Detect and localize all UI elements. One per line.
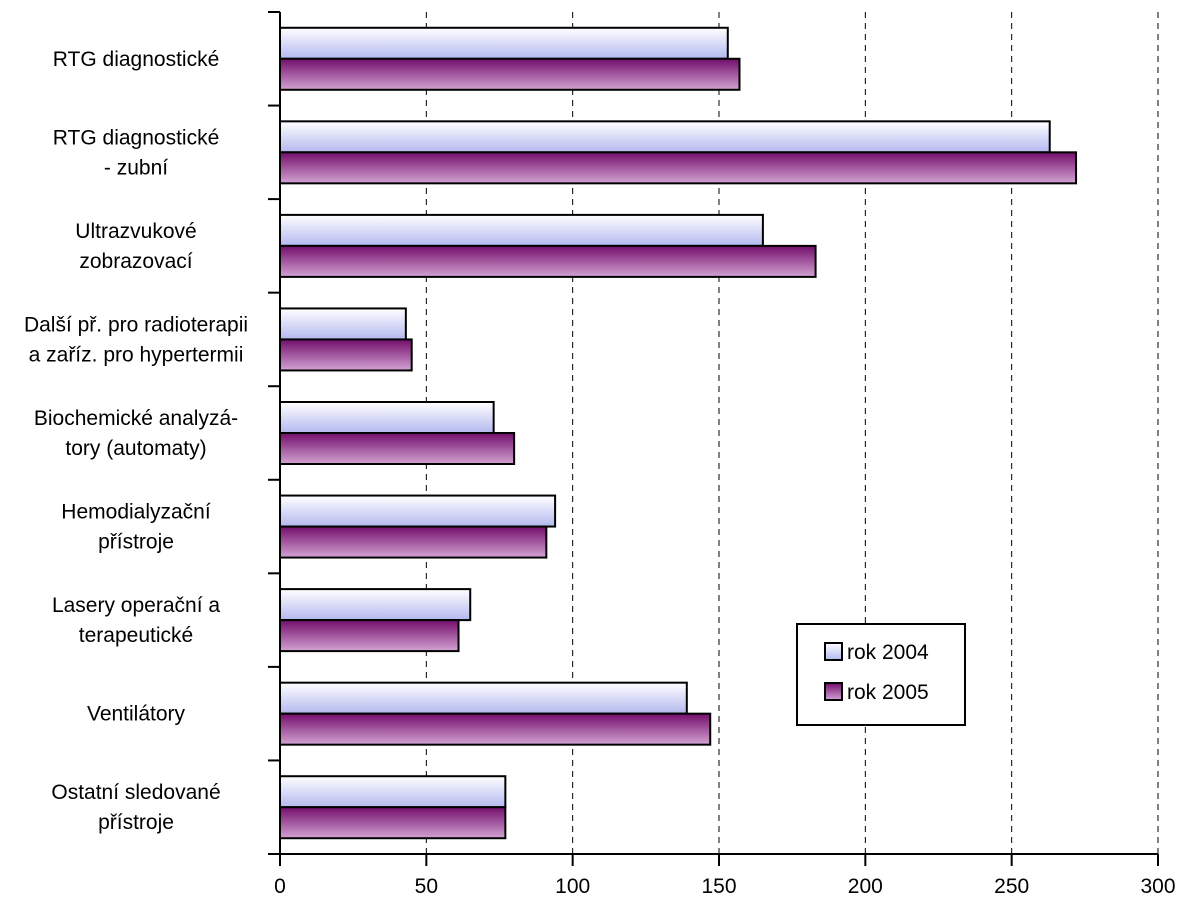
- bar-rok-2004: [279, 588, 472, 622]
- bar-rok-2005: [279, 338, 413, 372]
- bar-rok-2004: [279, 307, 407, 341]
- x-tick-label: 0: [274, 875, 286, 898]
- category-label-line: přístroje: [98, 811, 174, 834]
- bar-rok-2004: [279, 681, 688, 715]
- x-tick-label: 150: [701, 875, 736, 898]
- bar-rok-2004: [279, 120, 1051, 154]
- bar-rok-2005: [279, 244, 817, 278]
- legend-label-rok-2005: rok 2005: [847, 681, 929, 704]
- bar-rok-2005: [279, 151, 1078, 185]
- bar-rok-2004: [279, 775, 507, 809]
- axes: [268, 11, 1159, 866]
- x-tick-label: 50: [415, 875, 438, 898]
- x-tick-label: 200: [848, 875, 883, 898]
- bar-rok-2004: [279, 213, 764, 247]
- category-label: Hemodialyzační přístroje: [61, 501, 211, 554]
- category-label: Další př. pro radioterapii a zaříz. pro h…: [24, 313, 248, 366]
- bar-rok-2005: [279, 432, 516, 465]
- x-tick-label: 300: [1140, 875, 1175, 898]
- x-tick-label: 100: [555, 875, 590, 898]
- category-label-line: Lasery operační a: [52, 594, 220, 617]
- category-label: Ventilátory: [87, 703, 186, 726]
- category-label-line: tory (automaty): [65, 437, 206, 460]
- legend-swatch-rok-2004: [824, 642, 843, 661]
- bar-rok-2005: [279, 712, 712, 746]
- category-label: RTG diagnostické - zubní: [53, 126, 220, 179]
- bar-rok-2005: [279, 57, 741, 91]
- category-label-line: Hemodialyzační: [61, 501, 211, 524]
- category-label-line: Další př. pro radioterapii: [24, 313, 248, 336]
- category-labels: RTG diagnostické RTG diagnostické - zubní U…: [24, 48, 248, 834]
- bars: [279, 26, 1078, 840]
- category-label: RTG diagnostické: [53, 48, 220, 71]
- category-label-line: přístroje: [98, 531, 174, 554]
- bar-rok-2005: [279, 806, 507, 840]
- category-label-line: Ventilátory: [87, 703, 186, 726]
- category-label-line: a zaříz. pro hypertermii: [29, 343, 244, 366]
- category-label: Biochemické analyzá-tory (automaty): [34, 407, 238, 460]
- category-label-line: Ultrazvukové: [75, 220, 196, 243]
- x-tick-label: 250: [994, 875, 1029, 898]
- category-label-line: terapeutické: [79, 624, 193, 647]
- bar-rok-2004: [279, 401, 495, 434]
- category-label-line: zobrazovací: [79, 250, 192, 273]
- bar-rok-2005: [279, 525, 548, 559]
- category-label: Ostatní sledované přístroje: [51, 781, 220, 834]
- legend-swatch-rok-2005: [824, 682, 843, 701]
- legend-box: [796, 623, 966, 726]
- legend: rok 2004 rok 2005: [796, 623, 966, 726]
- x-tick-labels: 0 50 100 150 200 250 300: [274, 875, 1175, 898]
- category-label-line: Ostatní sledované: [51, 781, 220, 804]
- category-label: Lasery operační a terapeutické: [52, 594, 220, 647]
- bar-rok-2004: [279, 494, 557, 528]
- category-label-line: Biochemické analyzá-: [34, 407, 238, 430]
- category-label-line: RTG diagnostické: [53, 48, 220, 71]
- category-label-line: RTG diagnostické: [53, 126, 220, 149]
- legend-label-rok-2004: rok 2004: [847, 641, 929, 664]
- bar-rok-2004: [279, 26, 729, 60]
- category-label-line: - zubní: [104, 156, 168, 179]
- bar-rok-2005: [279, 619, 460, 653]
- category-label: Ultrazvukové zobrazovací: [75, 220, 196, 273]
